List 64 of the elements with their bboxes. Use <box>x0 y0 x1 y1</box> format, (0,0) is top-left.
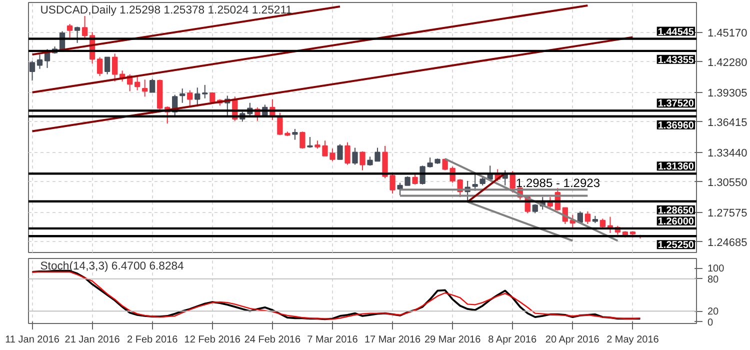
ref-line-label: 1.31360 <box>658 162 694 173</box>
x-tick-label: 7 Mar 2016 <box>307 334 358 346</box>
candlestick <box>360 150 366 171</box>
candlestick <box>96 56 103 77</box>
candlestick <box>337 144 343 160</box>
x-tick-label: 2 May 2016 <box>606 334 660 346</box>
candlestick <box>29 60 36 82</box>
ref-line-label: 1.25250 <box>658 240 694 252</box>
candlestick <box>404 176 410 186</box>
x-tick-label: 8 Apr 2016 <box>488 334 537 346</box>
chart-title: Stoch(14,3,3) 6.4700 6.8284 <box>40 260 184 272</box>
y-tick-label: 20 <box>708 306 720 318</box>
x-tick-label: 29 Mar 2016 <box>424 334 482 346</box>
y-tick-label: 1.36415 <box>708 116 748 129</box>
candlestick <box>397 182 403 196</box>
x-tick-label: 20 Apr 2016 <box>545 334 600 346</box>
candlestick <box>202 84 208 99</box>
candlestick <box>74 26 80 44</box>
candlestick <box>412 173 418 185</box>
annotation: 1.2985 - 1.2923 <box>516 176 600 190</box>
y-tick-label: 1.39305 <box>708 87 748 100</box>
y-tick-label: 100 <box>708 264 725 275</box>
ref-line-label: 1.36960 <box>658 120 694 132</box>
candlestick <box>194 87 200 107</box>
candlestick <box>532 204 538 214</box>
y-tick-label: 1.30550 <box>708 176 748 189</box>
ref-line-label: 1.43355 <box>658 54 694 66</box>
candlestick <box>307 136 313 148</box>
candlestick <box>104 56 110 75</box>
x-tick-label: 24 Feb 2016 <box>244 334 301 346</box>
candlestick <box>344 142 350 166</box>
x-tick-label: 17 Mar 2016 <box>364 334 422 346</box>
candlestick <box>300 131 306 150</box>
candlestick <box>82 16 88 40</box>
ref-line-label: 1.44545 <box>658 26 694 38</box>
candlestick <box>352 147 358 166</box>
ref-line-label: 1.26000 <box>658 216 694 228</box>
x-tick-label: 21 Jan 2016 <box>64 334 120 346</box>
y-tick-label: 1.27575 <box>708 207 748 220</box>
y-tick-label: 1.42280 <box>708 56 748 69</box>
candlestick <box>584 210 590 224</box>
candlestick <box>187 90 193 108</box>
chart-title: USDCAD,Daily 1.25298 1.25378 1.25024 1.25211 <box>40 4 292 16</box>
candlestick <box>36 54 43 70</box>
candlestick <box>134 76 140 91</box>
y-tick-label: 80 <box>708 274 720 286</box>
y-tick-label: 1.45170 <box>708 27 748 40</box>
candlestick <box>180 88 186 104</box>
candlestick <box>66 23 73 38</box>
ref-line-label: 1.37520 <box>658 98 694 110</box>
x-tick-label: 12 Feb 2016 <box>184 334 241 346</box>
candlestick <box>427 157 433 168</box>
y-tick-label: 0 <box>708 317 714 328</box>
x-tick-label: 2 Feb 2016 <box>127 334 178 346</box>
candlestick <box>292 128 298 140</box>
x-tick-label: 11 Jan 2016 <box>5 334 60 346</box>
candlestick <box>142 79 148 98</box>
y-tick-label: 1.24685 <box>708 236 748 249</box>
ref-line-label: 1.28650 <box>658 205 694 216</box>
candlestick <box>112 53 118 82</box>
candlestick <box>150 78 156 93</box>
candlestick <box>480 176 486 186</box>
y-tick-label: 1.33440 <box>708 147 748 160</box>
candlestick <box>472 172 478 192</box>
